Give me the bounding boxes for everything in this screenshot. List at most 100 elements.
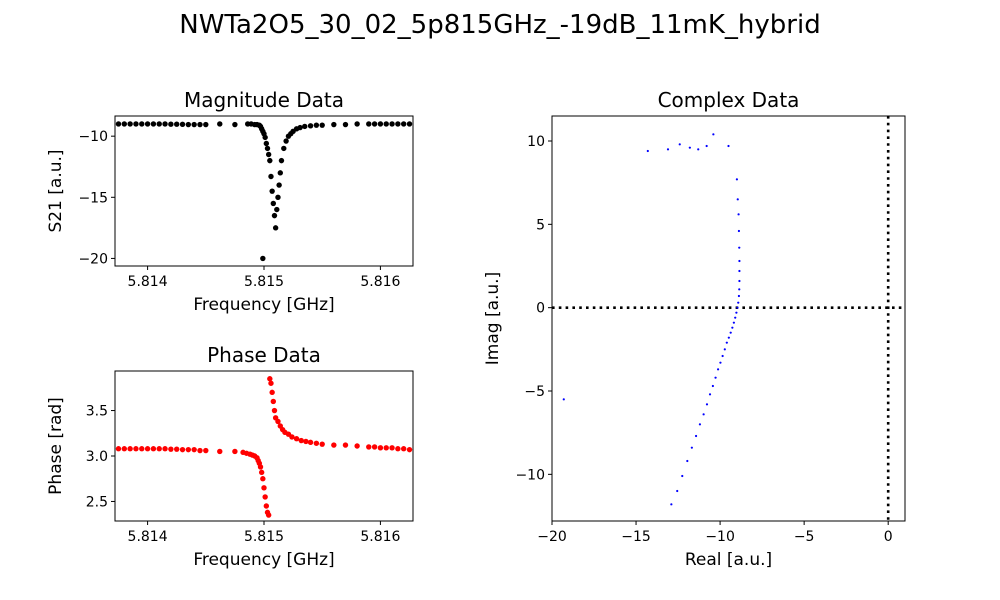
complex-point <box>705 144 708 148</box>
magnitude-point <box>267 157 273 164</box>
phase-xtick-label: 5.815 <box>244 529 284 545</box>
complex-point <box>702 413 705 416</box>
complex-point <box>731 326 734 329</box>
magnitude-point <box>185 121 192 128</box>
magnitude-point <box>342 121 349 128</box>
magnitude-point <box>331 121 337 128</box>
complex-point <box>738 279 741 283</box>
magnitude-point <box>297 124 303 131</box>
magnitude-point <box>133 121 139 127</box>
complex-point <box>705 403 709 406</box>
magnitude-point <box>395 121 401 127</box>
phase-point <box>270 398 277 405</box>
phase-point <box>261 485 267 491</box>
phase-point <box>139 446 145 452</box>
phase-point <box>168 446 174 452</box>
magnitude-point <box>276 182 282 188</box>
magnitude-point <box>283 138 289 144</box>
magnitude-point <box>197 121 203 128</box>
phase-ylabel: Phase [rad] <box>46 397 66 495</box>
phase-point <box>366 444 372 450</box>
phase-point <box>307 439 314 446</box>
magnitude-point <box>179 121 186 128</box>
phase-ytick-label: 3.0 <box>86 449 108 465</box>
phase-xtick-label: 5.816 <box>360 529 400 545</box>
complex-point <box>735 311 738 314</box>
phase-point <box>331 442 337 448</box>
magnitude-point <box>319 122 325 128</box>
magnitude-point <box>156 121 162 127</box>
magnitude-points <box>115 121 413 262</box>
phase-xtick-label: 5.814 <box>128 529 168 545</box>
complex-point <box>737 294 741 298</box>
magnitude-point <box>366 121 372 127</box>
phase-point <box>174 446 180 452</box>
complex-ytick-label: −10 <box>515 467 545 483</box>
complex-point <box>723 348 726 351</box>
phase-point <box>257 464 264 470</box>
phase-point <box>319 441 325 447</box>
complex-ytick-label: 5 <box>536 217 545 233</box>
magnitude-point <box>371 121 378 127</box>
phase-point <box>377 445 384 451</box>
magnitude-point <box>269 188 275 194</box>
phase-title: Phase Data <box>207 343 321 367</box>
phase-point <box>156 446 162 452</box>
phase-point <box>265 512 272 518</box>
complex-point <box>714 376 717 379</box>
phase-point <box>389 445 395 451</box>
complex-xlabel: Real [a.u.] <box>685 550 772 570</box>
phase-point <box>258 469 265 476</box>
phase-ytick-label: 3.5 <box>86 404 108 420</box>
phase-point <box>203 447 209 454</box>
phase-points <box>115 376 413 518</box>
complex-point <box>666 148 670 151</box>
phase-point <box>268 380 274 386</box>
magnitude-ytick-label: −15 <box>78 190 108 206</box>
magnitude-point <box>121 121 128 127</box>
phase-point <box>232 448 238 455</box>
magnitude-point <box>354 121 360 127</box>
magnitude-point <box>277 170 283 176</box>
magnitude-xtick-label: 5.814 <box>128 274 168 290</box>
complex-point <box>681 474 684 478</box>
complex-point <box>697 148 700 151</box>
magnitude-title: Magnitude Data <box>184 88 344 112</box>
magnitude-point <box>168 121 174 127</box>
phase-point <box>191 446 197 453</box>
complex-point <box>711 384 714 388</box>
complex-point <box>725 341 728 344</box>
magnitude-point <box>191 121 197 128</box>
phase-point <box>217 448 223 455</box>
complex-point <box>735 178 739 181</box>
complex-ylabel: Imag [a.u.] <box>483 272 503 365</box>
phase-point <box>127 446 133 452</box>
complex-ytick-label: 0 <box>536 301 545 317</box>
phase-point <box>298 437 304 444</box>
phase-point <box>162 446 168 452</box>
complex-point <box>738 246 741 249</box>
magnitude-point <box>313 122 320 128</box>
magnitude-point <box>275 194 281 200</box>
complex-point <box>678 143 681 146</box>
phase-point <box>271 407 278 414</box>
magnitude-point <box>302 123 308 130</box>
magnitude-point <box>139 121 145 127</box>
complex-point <box>737 301 740 304</box>
magnitude-point <box>144 121 151 127</box>
phase-point <box>197 447 203 454</box>
phase-point <box>185 446 192 453</box>
phase-point <box>383 445 389 451</box>
magnitude-point <box>281 145 287 152</box>
complex-point <box>694 434 698 438</box>
phase-point <box>260 476 266 482</box>
phase-chart: Phase Data 5.814 5.815 5.816 2.5 3.0 3.5 Freque… <box>46 343 414 570</box>
magnitude-ytick-label: −20 <box>78 251 108 267</box>
magnitude-point <box>278 157 285 164</box>
magnitude-point <box>174 121 180 127</box>
magnitude-point <box>268 173 274 180</box>
magnitude-point <box>271 212 278 219</box>
magnitude-point <box>307 123 314 129</box>
complex-point <box>676 489 679 493</box>
